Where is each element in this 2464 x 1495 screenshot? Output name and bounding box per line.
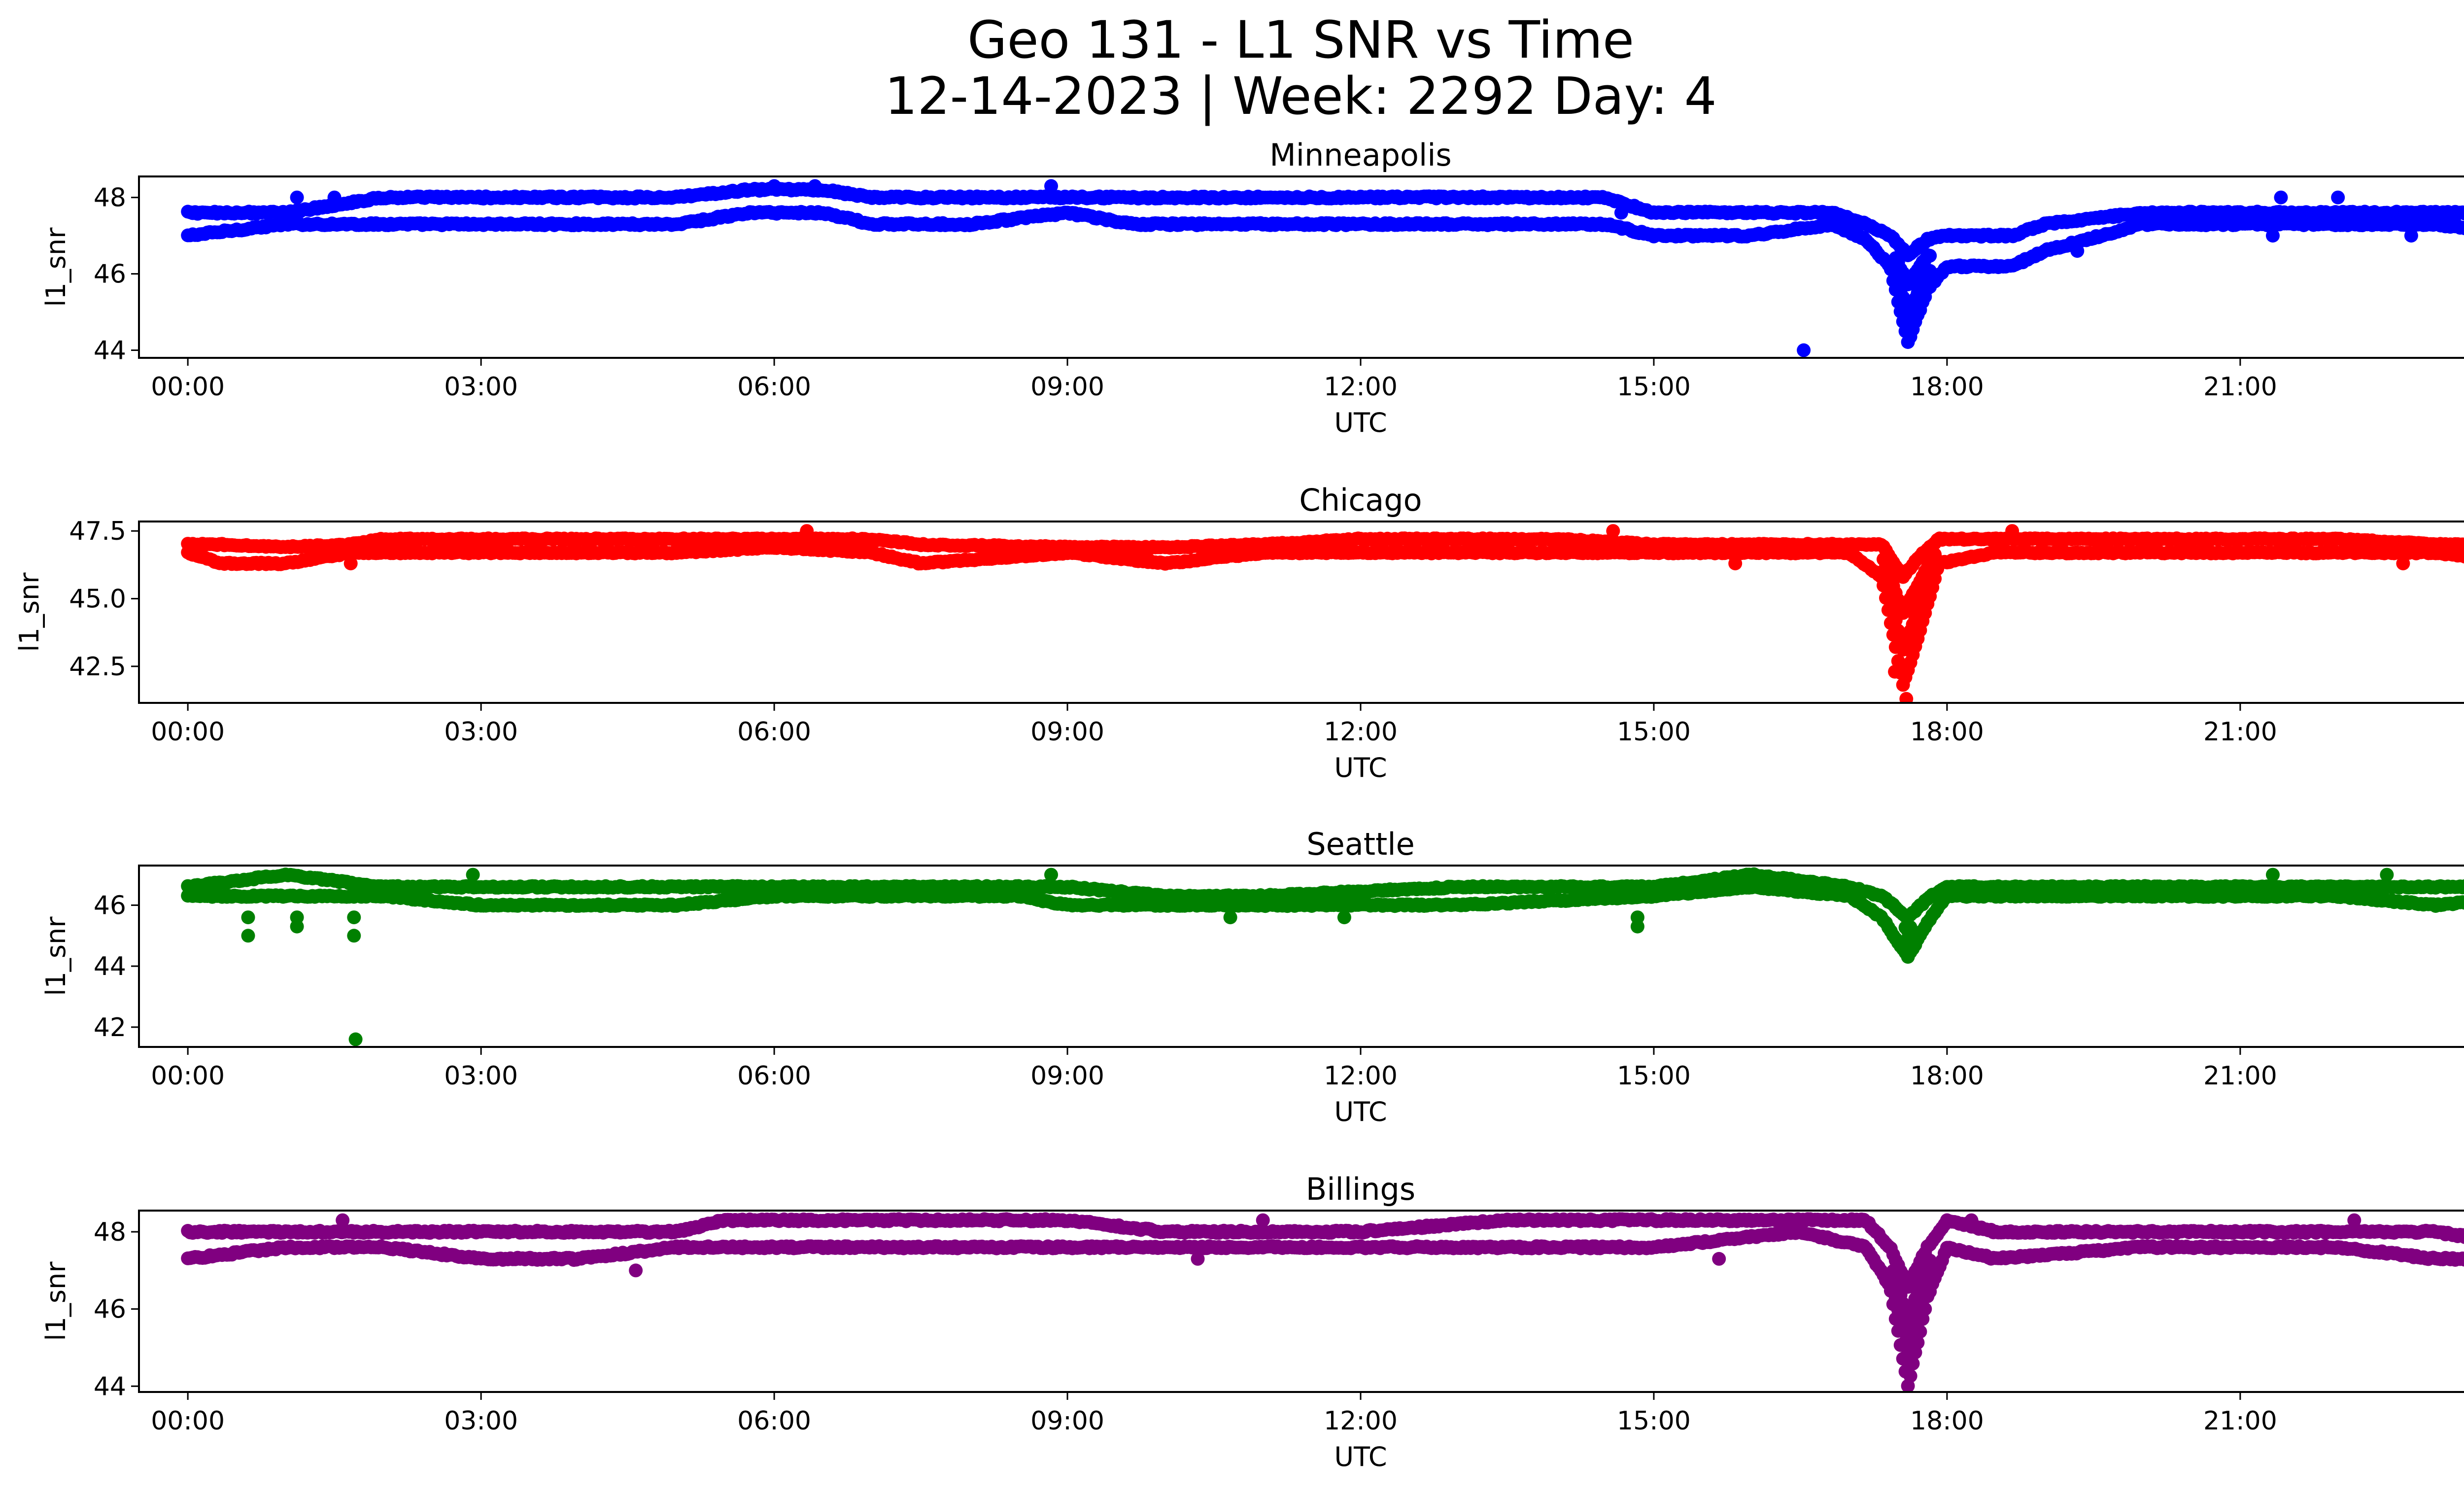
data-point — [1044, 179, 1058, 193]
x-tick-label: 03:00 — [444, 717, 518, 747]
data-point — [767, 179, 782, 193]
data-point — [1606, 524, 1620, 538]
y-tick-label: 42.5 — [69, 652, 126, 682]
y-tick-label: 46 — [94, 260, 126, 289]
data-point — [1888, 664, 1902, 679]
data-point — [2463, 224, 2464, 231]
data-point — [2274, 190, 2288, 205]
data-point — [290, 190, 304, 205]
data-point — [2461, 221, 2464, 234]
x-tick-label: 18:00 — [1910, 372, 1984, 402]
panel-title: Seattle — [1306, 826, 1414, 862]
x-tick-label: 21:00 — [2203, 372, 2277, 402]
data-point — [2404, 229, 2418, 243]
x-tick-label: 06:00 — [737, 717, 811, 747]
data-point — [1614, 206, 1628, 220]
x-tick-label: 06:00 — [737, 372, 811, 402]
x-tick-label: 12:00 — [1324, 717, 1398, 747]
figure-subtitle: 12-14-2023 | Week: 2292 Day: 4 — [885, 66, 1717, 126]
data-point — [2461, 538, 2464, 550]
x-axis-label: UTC — [1334, 752, 1387, 783]
data-point — [2463, 541, 2464, 549]
data-points — [181, 524, 2464, 703]
data-point — [1264, 190, 1278, 205]
panel-title: Chicago — [1299, 482, 1422, 518]
x-tick-label: 00:00 — [151, 717, 225, 747]
data-point — [2461, 550, 2464, 562]
y-axis-label: l1_snr — [14, 572, 45, 652]
data-point — [2463, 554, 2464, 561]
data-point — [1899, 692, 1914, 703]
data-point — [2461, 207, 2464, 219]
chart-panel-minneapolis: Minneapolis 00:00 03:00 06:00 09:00 12:00 15:0… — [40, 137, 2464, 438]
y-tick-label: 47.5 — [69, 517, 126, 546]
x-tick-label: 00:00 — [151, 372, 225, 402]
data-point — [1223, 217, 1237, 231]
data-point — [2005, 524, 2019, 538]
figure-title: Geo 131 - L1 SNR vs Time — [967, 10, 1634, 70]
data-point — [2396, 556, 2410, 571]
x-tick-label: 15:00 — [1617, 717, 1691, 747]
data-point — [2331, 190, 2345, 205]
chart-panel-chicago: Chicago 00:00 03:00 06:00 09:00 12:00 15:00 18:… — [14, 482, 2464, 783]
y-tick-label: 48 — [94, 183, 126, 213]
data-point — [1728, 556, 1743, 571]
x-tick-label: 03:00 — [444, 372, 518, 402]
panel-title: Minneapolis — [1269, 137, 1452, 173]
data-point — [2463, 210, 2464, 217]
data-point — [2070, 244, 2085, 258]
y-tick-label: 44 — [94, 336, 126, 366]
data-point — [808, 179, 822, 193]
x-tick-label: 18:00 — [1910, 717, 1984, 747]
data-points — [181, 867, 2464, 1046]
x-tick-label: 09:00 — [1030, 372, 1104, 402]
data-point — [327, 190, 342, 205]
y-tick-label: 45.0 — [69, 585, 126, 614]
data-point — [343, 556, 358, 571]
x-tick-label: 21:00 — [2203, 717, 2277, 747]
data-point — [1797, 343, 1811, 357]
data-point — [1923, 248, 1937, 263]
x-tick-label: 15:00 — [1617, 372, 1691, 402]
data-point — [2266, 229, 2280, 243]
x-tick-label: 09:00 — [1030, 717, 1104, 747]
data-point — [1891, 654, 1905, 668]
x-tick-label: 12:00 — [1324, 372, 1398, 402]
data-points — [181, 179, 2464, 357]
y-axis-label: l1_snr — [40, 227, 71, 307]
data-point — [800, 524, 814, 538]
x-axis-label: UTC — [1334, 407, 1387, 438]
